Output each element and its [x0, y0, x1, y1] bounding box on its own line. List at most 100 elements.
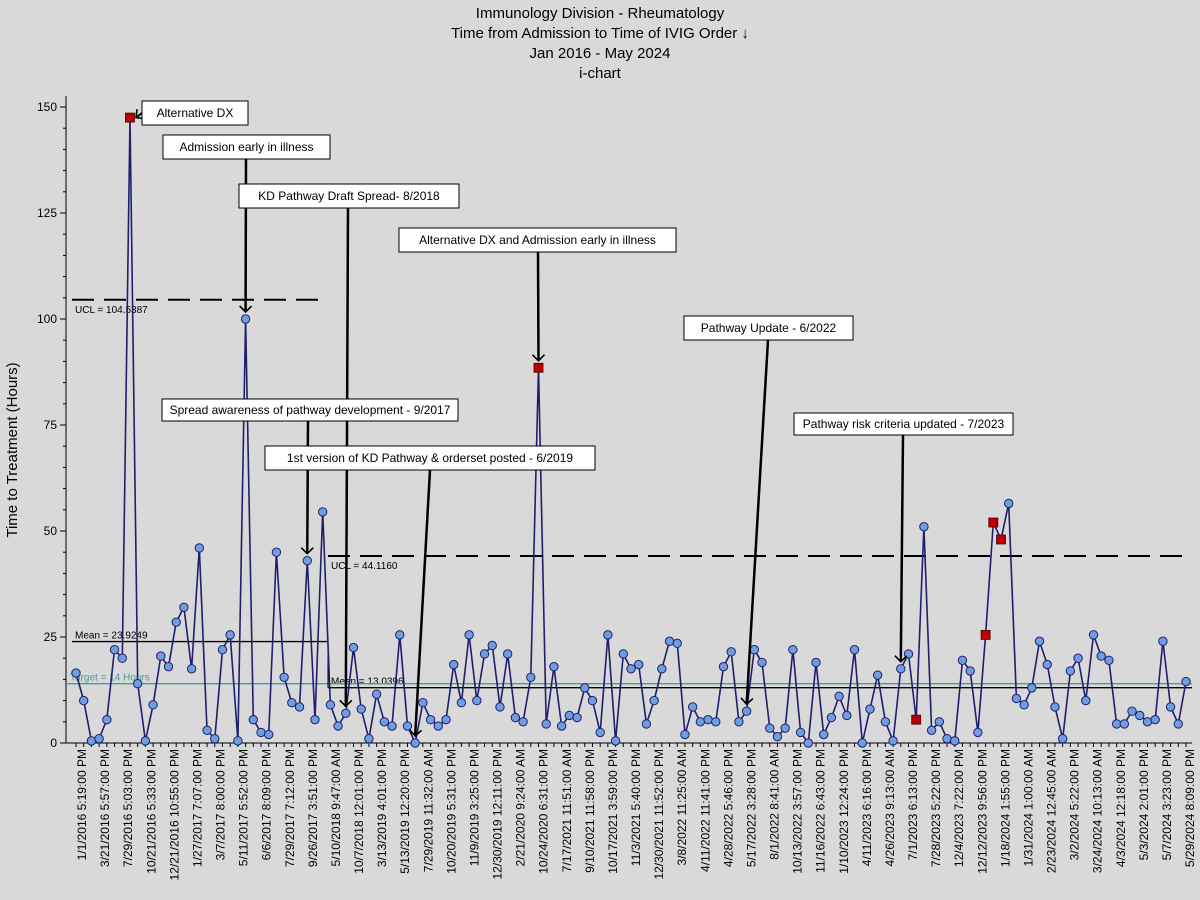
annotation: 1st version of KD Pathway & orderset pos… [264, 445, 596, 738]
data-point [495, 702, 505, 712]
data-point [86, 736, 97, 746]
x-tick-label: 10/13/2022 3:57:00 PM [791, 749, 805, 874]
x-tick-label: 7/28/2023 5:22:00 PM [929, 749, 943, 867]
data-point [371, 689, 382, 699]
annotation-text: KD Pathway Draft Spread- 8/2018 [258, 189, 440, 203]
x-tick-label: 4/26/2023 9:13:00 AM [883, 749, 897, 866]
data-point [556, 721, 567, 731]
annotation-box [162, 134, 331, 160]
y-tick-label: 100 [37, 312, 57, 326]
data-point [387, 721, 397, 731]
data-point [1088, 630, 1099, 640]
data-point [788, 645, 798, 655]
y-tick-label: 25 [44, 630, 58, 644]
x-tick-label: 5/7/2024 3:23:00 PM [1160, 749, 1174, 860]
data-point [79, 695, 89, 706]
title-line-4: i-chart [579, 65, 621, 82]
data-point [395, 630, 405, 640]
data-point [903, 649, 914, 659]
data-point [356, 704, 366, 714]
data-point [857, 738, 867, 748]
data-point [1096, 651, 1106, 661]
data-point [896, 664, 906, 674]
x-tick-label: 10/20/2019 5:31:00 PM [444, 749, 458, 874]
annotation: Alternative DX [135, 100, 249, 126]
data-point [749, 645, 760, 655]
data-point [279, 672, 289, 682]
annotation-box [793, 412, 1014, 436]
data-point [1081, 695, 1091, 706]
data-point [102, 714, 112, 725]
reference-line-label: Mean = 23.9249 [75, 631, 148, 642]
data-point [109, 645, 120, 655]
annotation-box [683, 315, 854, 341]
data-point [772, 731, 783, 742]
annotation-arrow [894, 434, 908, 663]
title-line-2: Time from Admission to Time of IVIG Orde… [451, 25, 749, 42]
x-tick-label: 12/12/2023 9:56:00 PM [975, 749, 989, 874]
data-point [849, 645, 860, 655]
data-point [1065, 666, 1076, 676]
data-point [811, 657, 821, 668]
data-point [333, 721, 343, 731]
data-point [826, 712, 837, 723]
data-point [664, 636, 675, 646]
annotation-arrow [740, 339, 770, 706]
data-point [734, 717, 744, 727]
data-point [186, 664, 197, 674]
data-point [819, 729, 829, 740]
data-point [94, 734, 104, 744]
x-tick-label: 7/17/2021 11:51:00 AM [560, 749, 574, 872]
data-point [179, 602, 189, 613]
signal-point [533, 362, 544, 373]
data-point [718, 661, 729, 672]
data-point [341, 708, 351, 719]
data-point [194, 543, 205, 553]
data-point [1111, 719, 1122, 729]
data-point [171, 617, 181, 627]
reference-line-label: UCL = 44.1160 [331, 561, 398, 572]
data-point [580, 683, 590, 693]
x-tick-label: 10/7/2018 12:01:00 PM [352, 749, 366, 874]
x-tick-label: 11/16/2022 6:43:00 PM [814, 749, 828, 873]
data-point [456, 698, 467, 708]
x-tick-label: 1/31/2024 1:00:00 AM [1021, 749, 1035, 866]
data-point [587, 695, 598, 706]
data-point [1142, 717, 1153, 727]
x-tick-label: 4/28/2022 5:46:00 PM [721, 749, 735, 867]
y-tick-label: 50 [44, 524, 58, 538]
data-point [71, 668, 81, 678]
data-point [348, 642, 359, 653]
data-point [942, 734, 952, 744]
data-point [872, 670, 883, 680]
data-point [248, 714, 258, 725]
data-point [880, 717, 891, 727]
annotation-box [398, 227, 677, 253]
data-point [487, 640, 497, 651]
data-point [595, 727, 605, 738]
data-point [626, 664, 636, 674]
x-tick-label: 5/13/2019 12:20:00 PM [398, 749, 412, 874]
data-point [1173, 719, 1183, 729]
reference-line-label: Target = 14 Hours [70, 673, 150, 684]
data-point [919, 522, 929, 532]
x-tick-label: 9/26/2017 3:51:00 PM [306, 749, 320, 867]
data-point [564, 710, 575, 721]
data-point [950, 736, 960, 746]
x-tick-label: 11/3/2021 5:40:00 PM [629, 749, 643, 866]
annotation: Pathway Update - 6/2022 [683, 315, 854, 706]
annotation-arrow [408, 469, 432, 738]
data-point [780, 723, 790, 733]
x-tick-label: 5/17/2022 3:28:00 PM [744, 749, 758, 867]
y-axis-label: Time to Treatment (Hours) [4, 362, 21, 537]
x-tick-label: 1/1/2016 5:19:00 PM [75, 749, 89, 860]
x-tick-label: 8/1/2022 8:41:00 AM [768, 749, 782, 860]
data-point [402, 721, 413, 731]
x-tick-label: 7/29/2017 7:12:00 PM [283, 749, 297, 867]
data-point [865, 704, 875, 714]
data-point [225, 630, 235, 640]
data-point [287, 698, 297, 708]
data-point [502, 649, 513, 659]
x-tick-label: 12/4/2023 7:22:00 PM [952, 749, 966, 867]
